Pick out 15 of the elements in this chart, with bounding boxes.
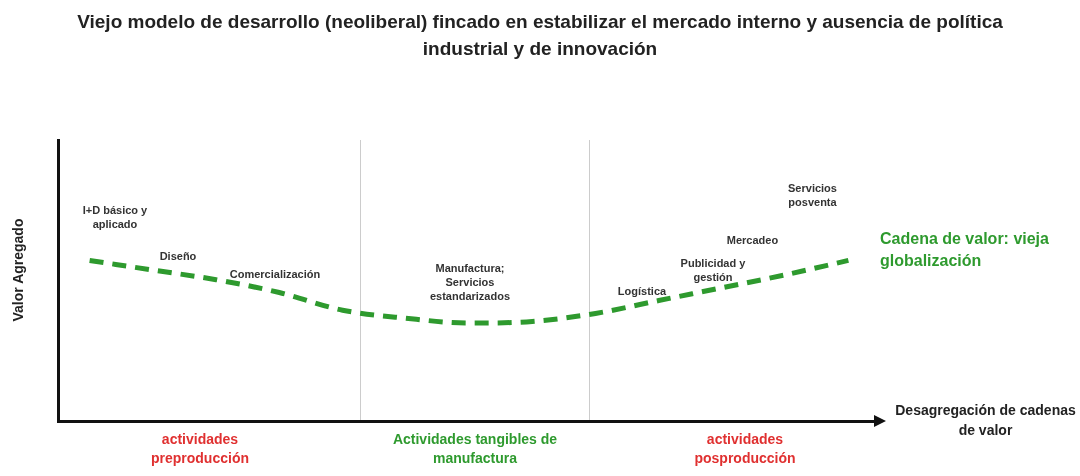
text: Cadena de valor: vieja globalización	[880, 229, 1050, 271]
text: Servicios posventa	[787, 181, 838, 209]
text: actividades posproducción	[693, 430, 797, 468]
annotation: Manufactura; Servicios estandarizados	[428, 261, 512, 303]
text: I+D básico y aplicado	[81, 203, 149, 231]
annotation: Logística	[616, 284, 668, 298]
text: Actividades tangibles de manufactura	[391, 430, 559, 468]
annotation: Comercialización	[228, 267, 322, 281]
text: Mercadeo	[725, 233, 780, 247]
y-axis-title: Valor Agregado	[10, 217, 26, 324]
x-axis-title: Desagregación de cadenas de valor	[894, 401, 1077, 440]
annotation: Diseño	[158, 249, 198, 263]
chart-title: Viejo modelo de desarrollo (neoliberal) fincado en estabilizar el mercado interno y ausencia de política industrial y de innovación	[76, 10, 1004, 61]
text: actividades preproducción	[150, 430, 250, 468]
annotation: Publicidad y gestión	[679, 256, 747, 284]
